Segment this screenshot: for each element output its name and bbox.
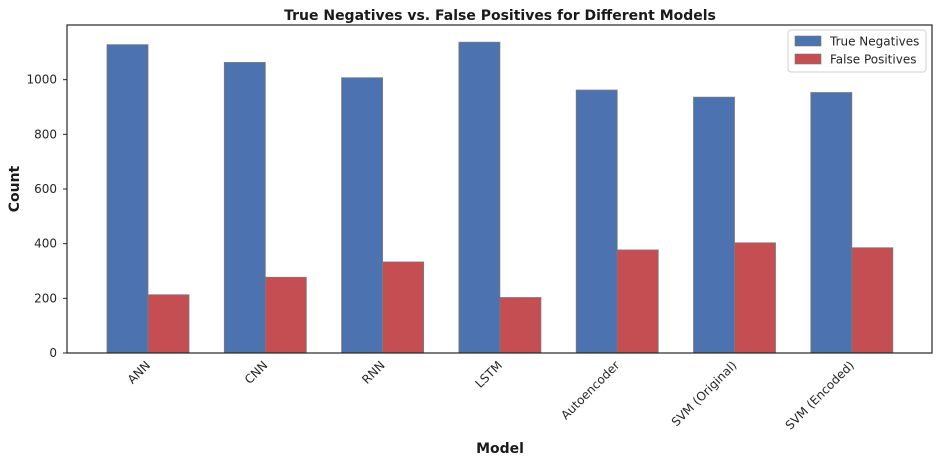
bar-true-negatives-6 xyxy=(810,92,853,354)
bar-false-positives-3 xyxy=(499,297,542,354)
bar-true-negatives-5 xyxy=(693,96,735,354)
legend-label: False Positives xyxy=(830,53,916,67)
bar-true-negatives-3 xyxy=(458,41,501,354)
y-tick-label: 400 xyxy=(34,237,57,251)
legend-box xyxy=(787,29,927,73)
y-tick-label: 1000 xyxy=(26,73,57,87)
y-tick-label: 600 xyxy=(34,182,57,196)
legend-label: True Negatives xyxy=(829,35,919,49)
bar-false-positives-5 xyxy=(734,242,776,354)
y-axis-label: Count xyxy=(7,165,23,212)
bar-true-negatives-1 xyxy=(223,62,266,354)
y-tick-label: 200 xyxy=(34,291,57,305)
x-tick-label: SVM (Original) xyxy=(669,358,740,429)
legend-swatch xyxy=(794,35,822,47)
x-tick-label: LSTM xyxy=(472,358,505,391)
bar-true-negatives-2 xyxy=(341,77,384,354)
bar-false-positives-1 xyxy=(264,276,307,354)
bar-true-negatives-0 xyxy=(106,44,149,354)
x-tick-label: SVM (Encoded) xyxy=(783,358,857,432)
chart-title: True Negatives vs. False Positives for D… xyxy=(284,8,716,24)
plot-area: ANN CNN RNN LSTM Autoencoder SVM (Original) SV… xyxy=(26,24,933,433)
x-axis-label: Model xyxy=(476,441,524,457)
x-tick-label: CNN xyxy=(242,358,271,387)
legend: True Negatives False Positives xyxy=(787,29,927,73)
bar-false-positives-0 xyxy=(147,294,190,354)
x-tick-label: ANN xyxy=(125,358,153,386)
plot-frame xyxy=(66,24,933,354)
y-tick-label: 0 xyxy=(49,346,57,360)
y-tick-label: 800 xyxy=(34,127,57,141)
x-tick-label: RNN xyxy=(359,358,387,386)
bar-false-positives-6 xyxy=(851,247,894,354)
bar-false-positives-2 xyxy=(382,261,425,354)
x-tick-label: Autoencoder xyxy=(558,358,622,422)
bar-false-positives-4 xyxy=(616,249,659,354)
bar-true-negatives-4 xyxy=(575,89,618,354)
legend-swatch xyxy=(794,53,822,65)
